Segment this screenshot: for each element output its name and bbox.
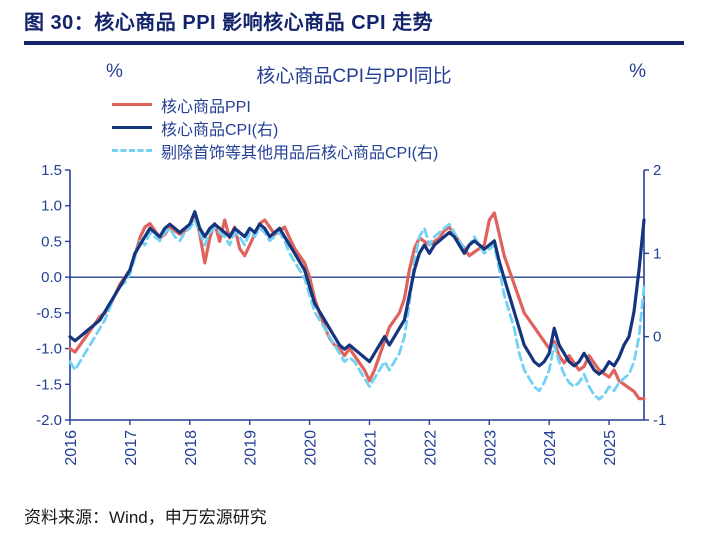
figure-header: 图 30：核心商品 PPI 影响核心商品 CPI 走势 (24, 10, 684, 45)
svg-text:1: 1 (653, 245, 661, 262)
legend-item-cpi: 核心商品CPI(右) (112, 116, 684, 139)
svg-text:-1.0: -1.0 (36, 341, 62, 358)
svg-text:2025: 2025 (602, 430, 619, 466)
svg-text:2021: 2021 (362, 430, 379, 466)
svg-text:2018: 2018 (183, 430, 200, 466)
legend-swatch-cpi-light-blue-dashed-line (112, 149, 152, 152)
chart-legend: 核心商品PPI 核心商品CPI(右) 剔除首饰等其他用品后核心商品CPI(右) (112, 93, 684, 162)
svg-text:1.0: 1.0 (41, 198, 62, 215)
legend-label-cpi-ex-jewelry: 剔除首饰等其他用品后核心商品CPI(右) (161, 144, 439, 162)
svg-text:-1: -1 (653, 412, 666, 429)
chart-titlebar: % 核心商品CPI与PPI同比 % (24, 59, 684, 91)
chart-title: 核心商品CPI与PPI同比 (256, 66, 452, 87)
svg-text:0.0: 0.0 (41, 269, 62, 286)
svg-text:0: 0 (653, 329, 661, 346)
legend-swatch-cpi-dark-blue-line (112, 126, 152, 129)
legend-item-cpi-ex-jewelry: 剔除首饰等其他用品后核心商品CPI(右) (112, 139, 684, 162)
svg-text:2020: 2020 (303, 430, 320, 466)
header-divider (24, 41, 684, 45)
source-note: 资料来源：Wind，申万宏源研究 (24, 508, 267, 527)
right-axis-unit-label: % (629, 61, 646, 82)
legend-swatch-ppi-red-line (112, 103, 152, 106)
left-axis-unit-label: % (106, 61, 123, 82)
svg-text:-0.5: -0.5 (36, 305, 62, 322)
svg-text:2016: 2016 (63, 430, 80, 466)
figure-title: 图 30：核心商品 PPI 影响核心商品 CPI 走势 (24, 12, 434, 34)
svg-text:2: 2 (653, 162, 661, 179)
legend-label-cpi: 核心商品CPI(右) (161, 121, 279, 139)
svg-text:-2.0: -2.0 (36, 412, 62, 429)
svg-text:2022: 2022 (422, 430, 439, 466)
chart-block: % 核心商品CPI与PPI同比 % 核心商品PPI 核心商品CPI(右) 剔除首… (24, 59, 684, 494)
svg-text:0.5: 0.5 (41, 233, 62, 250)
svg-text:2024: 2024 (542, 430, 559, 466)
svg-text:2017: 2017 (123, 430, 140, 466)
svg-text:1.5: 1.5 (41, 162, 62, 179)
svg-text:2023: 2023 (482, 430, 499, 466)
svg-text:2019: 2019 (243, 430, 260, 466)
legend-label-ppi: 核心商品PPI (161, 98, 251, 116)
legend-item-ppi: 核心商品PPI (112, 93, 684, 116)
line-chart-canvas: 1.5 1.0 0.5 0.0 -0.5 -1.0 -1.5 -2.0 2 1 0 -1 2016 201… (36, 162, 666, 466)
svg-text:-1.5: -1.5 (36, 376, 62, 393)
